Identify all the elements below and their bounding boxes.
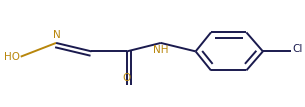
Text: O: O — [123, 73, 131, 83]
Text: N: N — [53, 30, 61, 40]
Text: HO: HO — [4, 52, 20, 62]
Text: NH: NH — [153, 45, 169, 55]
Text: Cl: Cl — [292, 44, 303, 54]
